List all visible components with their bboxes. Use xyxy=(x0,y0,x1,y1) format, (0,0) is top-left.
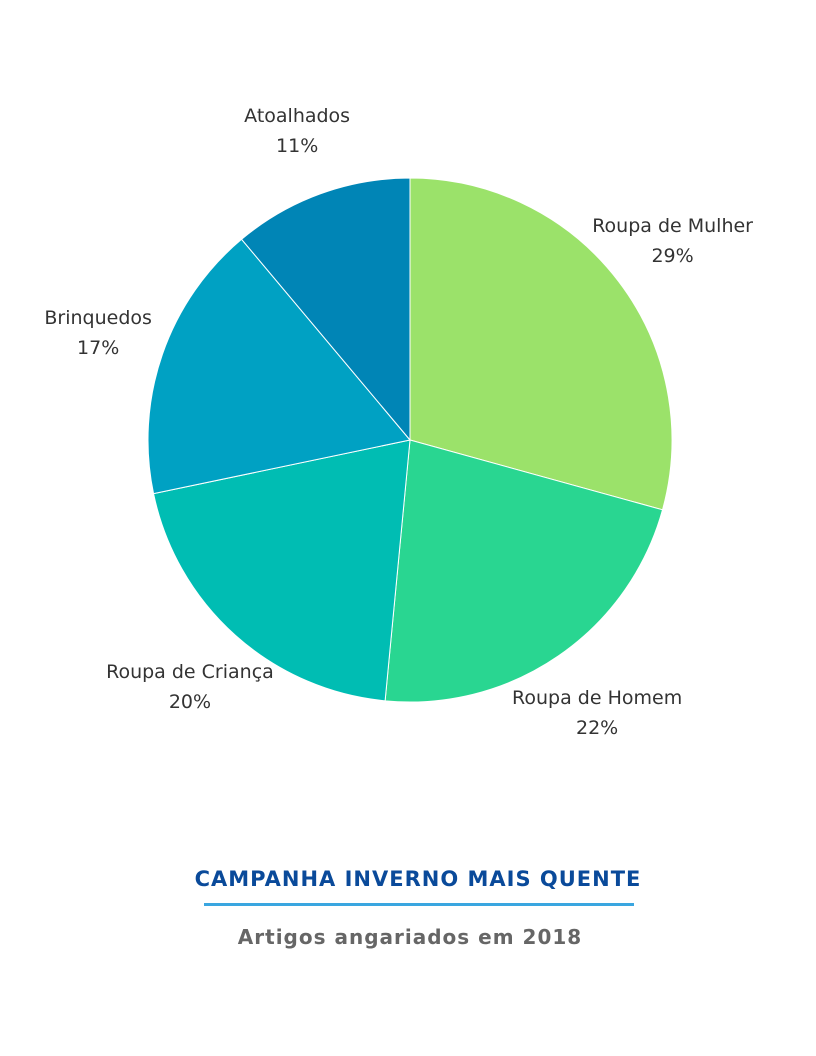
title-divider xyxy=(204,903,634,906)
slice-label: Roupa de Homem xyxy=(512,687,682,709)
slice-percent-label: 29% xyxy=(651,245,693,267)
slice-percent-label: 20% xyxy=(169,691,211,713)
pie-slice xyxy=(384,439,664,703)
pie-slice xyxy=(152,439,411,702)
slice-percent-label: 11% xyxy=(276,135,318,157)
pie-slice xyxy=(240,177,411,442)
pie-slice xyxy=(147,238,411,495)
slice-percent-label: 17% xyxy=(77,337,119,359)
slice-label: Roupa de Criança xyxy=(106,661,274,683)
slice-label: Roupa de Mulher xyxy=(592,215,753,237)
chart-title: CAMPANHA INVERNO MAIS QUENTE xyxy=(194,867,642,891)
slice-label: Brinquedos xyxy=(44,307,152,329)
pie-slice xyxy=(409,177,673,511)
pie-chart: Roupa de Mulher 29% Roupa de Homem 22% Roupa… xyxy=(44,105,753,739)
chart-subtitle: Artigos angariados em 2018 xyxy=(237,925,583,949)
slice-label: Atoalhados xyxy=(244,105,350,127)
slice-percent-label: 22% xyxy=(576,717,618,739)
